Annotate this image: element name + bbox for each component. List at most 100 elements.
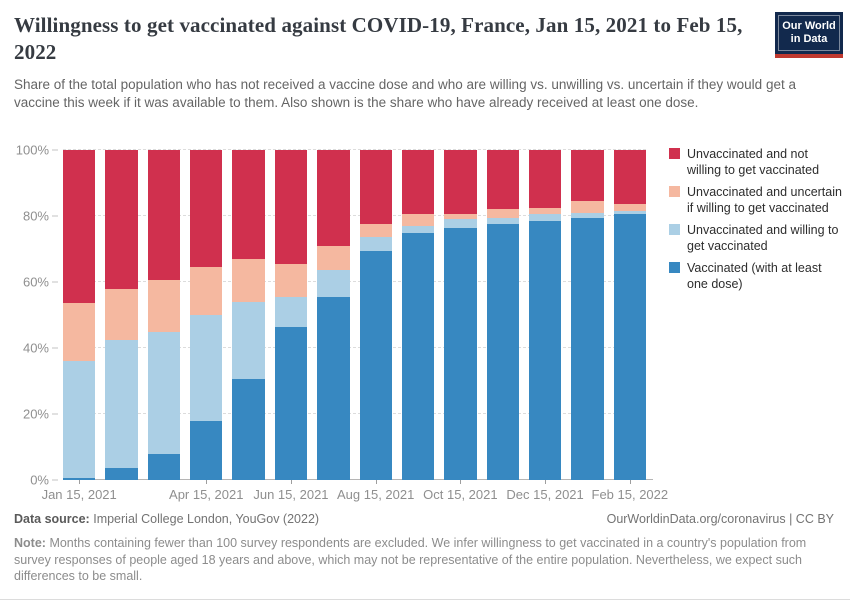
bar-segment[interactable] bbox=[63, 477, 96, 480]
bar-segment[interactable] bbox=[359, 237, 392, 251]
bar-segment[interactable] bbox=[190, 267, 223, 316]
bar-segment[interactable] bbox=[528, 214, 562, 221]
y-axis-tick-label: 20% bbox=[22, 406, 49, 422]
gridline-100 bbox=[63, 149, 646, 150]
bar-aug-15-2021[interactable] bbox=[359, 150, 392, 480]
bar-segment[interactable] bbox=[401, 225, 435, 233]
legend-label: Unvaccinated and not willing to get vacc… bbox=[687, 147, 820, 177]
bar-segment[interactable] bbox=[147, 331, 181, 454]
bar-segment[interactable] bbox=[528, 150, 562, 208]
bar-segment[interactable] bbox=[63, 303, 96, 362]
bar-segment[interactable] bbox=[359, 150, 392, 225]
bar-segment[interactable] bbox=[190, 150, 223, 268]
bar-segment[interactable] bbox=[613, 204, 647, 212]
bar-oct-15-2021[interactable] bbox=[444, 150, 477, 480]
x-axis-tick-mark bbox=[375, 480, 377, 484]
bar-segment[interactable] bbox=[274, 296, 308, 327]
bar-nov-15-2021[interactable] bbox=[486, 150, 519, 480]
bar-segment[interactable] bbox=[401, 150, 435, 215]
bar-segment[interactable] bbox=[317, 150, 350, 246]
bar-feb-15-2021[interactable] bbox=[105, 150, 138, 480]
bar-segment[interactable] bbox=[190, 420, 223, 480]
bar-may-15-2021[interactable] bbox=[232, 150, 265, 480]
bar-segment[interactable] bbox=[486, 209, 519, 218]
bar-segment[interactable] bbox=[63, 150, 96, 304]
owid-logo[interactable]: Our World in Data bbox=[775, 12, 843, 58]
legend-item[interactable]: Unvaccinated and not willing to get vacc… bbox=[669, 146, 847, 178]
owid-logo-text: Our World in Data bbox=[778, 15, 840, 51]
bar-segment[interactable] bbox=[528, 220, 562, 480]
y-axis-tick-mark bbox=[52, 215, 58, 217]
data-source: Data source: Imperial College London, Yo… bbox=[14, 512, 319, 526]
bar-segment[interactable] bbox=[147, 150, 181, 281]
x-axis-tick-label: Oct 15, 2021 bbox=[423, 487, 498, 502]
bar-segment[interactable] bbox=[401, 214, 435, 226]
bar-segment[interactable] bbox=[317, 296, 350, 480]
bar-segment[interactable] bbox=[232, 150, 265, 259]
bar-segment[interactable] bbox=[571, 217, 604, 480]
bar-segment[interactable] bbox=[105, 468, 138, 480]
bar-segment[interactable] bbox=[444, 227, 477, 480]
y-axis-tick-label: 0% bbox=[30, 472, 49, 488]
bar-segment[interactable] bbox=[105, 339, 138, 469]
owid-url-link[interactable]: OurWorldinData.org/coronavirus | CC BY bbox=[606, 512, 834, 526]
bar-feb-15-2022[interactable] bbox=[613, 150, 647, 480]
bar-jun-15-2021[interactable] bbox=[274, 150, 308, 480]
legend-swatch bbox=[669, 224, 680, 235]
bar-segment[interactable] bbox=[274, 263, 308, 297]
bar-segment[interactable] bbox=[317, 270, 350, 297]
bar-segment[interactable] bbox=[147, 280, 181, 332]
bar-segment[interactable] bbox=[528, 207, 562, 215]
bar-jan-15-2021[interactable] bbox=[63, 150, 96, 480]
bar-mar-15-2021[interactable] bbox=[147, 150, 181, 480]
bar-segment[interactable] bbox=[190, 315, 223, 421]
legend-item[interactable]: Unvaccinated and willing to get vaccinat… bbox=[669, 222, 847, 254]
legend-swatch bbox=[669, 262, 680, 273]
bar-dec-15-2021[interactable] bbox=[528, 150, 562, 480]
bar-segment[interactable] bbox=[444, 214, 477, 220]
bar-segment[interactable] bbox=[571, 212, 604, 218]
bar-segment[interactable] bbox=[571, 150, 604, 202]
bar-segment[interactable] bbox=[401, 232, 435, 480]
bar-segment[interactable] bbox=[613, 211, 647, 215]
bar-segment[interactable] bbox=[486, 150, 519, 210]
gridline-60 bbox=[63, 281, 646, 282]
bar-sep-15-2021[interactable] bbox=[401, 150, 435, 480]
bar-segment[interactable] bbox=[232, 258, 265, 302]
bar-jul-15-2021[interactable] bbox=[317, 150, 350, 480]
x-axis-tick-label: Dec 15, 2021 bbox=[506, 487, 584, 502]
bar-segment[interactable] bbox=[613, 214, 647, 480]
bar-apr-15-2021[interactable] bbox=[190, 150, 223, 480]
bar-segment[interactable] bbox=[444, 219, 477, 228]
legend-label: Unvaccinated and willing to get vaccinat… bbox=[687, 223, 839, 253]
bar-segment[interactable] bbox=[105, 150, 138, 289]
legend: Unvaccinated and not willing to get vacc… bbox=[669, 146, 847, 298]
owid-logo-stripe bbox=[775, 54, 843, 58]
bar-segment[interactable] bbox=[274, 326, 308, 480]
bar-segment[interactable] bbox=[232, 301, 265, 380]
bar-segment[interactable] bbox=[317, 245, 350, 271]
bar-segment[interactable] bbox=[359, 224, 392, 238]
bar-jan-15-2022[interactable] bbox=[571, 150, 604, 480]
bar-segment[interactable] bbox=[105, 288, 138, 340]
bar-segment[interactable] bbox=[486, 217, 519, 225]
legend-item[interactable]: Unvaccinated and uncertain if willing to… bbox=[669, 184, 847, 216]
bar-segment[interactable] bbox=[274, 150, 308, 264]
legend-swatch bbox=[669, 148, 680, 159]
bar-segment[interactable] bbox=[359, 250, 392, 480]
bar-segment[interactable] bbox=[232, 379, 265, 480]
bar-segment[interactable] bbox=[444, 150, 477, 215]
gridline-80 bbox=[63, 215, 646, 216]
legend-item[interactable]: Vaccinated (with at least one dose) bbox=[669, 260, 847, 292]
footer: Data source: Imperial College London, Yo… bbox=[14, 512, 834, 585]
bar-segment[interactable] bbox=[147, 453, 181, 480]
x-axis-tick-mark bbox=[460, 480, 462, 484]
bar-segment[interactable] bbox=[571, 201, 604, 213]
x-axis-tick-label: Feb 15, 2022 bbox=[591, 487, 669, 502]
y-axis-tick-label: 40% bbox=[22, 340, 49, 356]
bar-segment[interactable] bbox=[63, 361, 96, 478]
bar-segment[interactable] bbox=[613, 150, 647, 205]
y-axis-tick-label: 100% bbox=[15, 142, 49, 158]
bar-segment[interactable] bbox=[486, 224, 519, 480]
data-source-label: Data source: bbox=[14, 512, 90, 526]
